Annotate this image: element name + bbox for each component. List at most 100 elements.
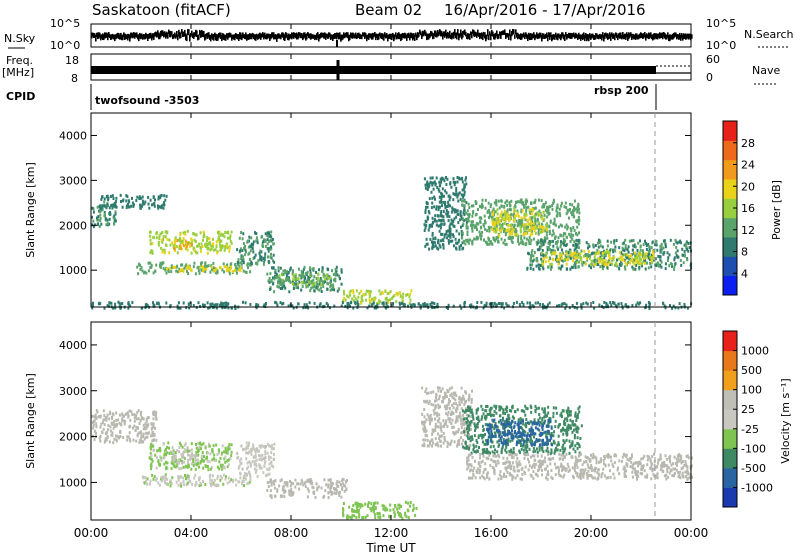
scatter-cell (383, 504, 386, 508)
scatter-cell (199, 231, 202, 235)
scatter-cell (378, 299, 381, 303)
scatter-cell (443, 233, 446, 237)
scatter-cell (150, 458, 153, 461)
nsky-sample (616, 33, 618, 39)
scatter-cell (151, 249, 154, 253)
scatter-cell (206, 465, 209, 468)
scatter-cell (256, 241, 259, 245)
scatter-cell (437, 208, 440, 212)
scatter-cell (592, 243, 595, 247)
scatter-cell (216, 303, 219, 307)
scatter-cell (533, 258, 536, 262)
scatter-cell (660, 260, 663, 264)
scatter-cell (417, 302, 420, 306)
scatter-cell (549, 267, 552, 271)
scatter-cell (429, 180, 432, 184)
nsky-sample (148, 33, 150, 39)
scatter-cell (306, 487, 309, 491)
scatter-cell (286, 277, 289, 281)
scatter-cell (676, 255, 679, 259)
scatter-cell (243, 253, 246, 257)
nsky-sample (385, 34, 387, 39)
scatter-cell (224, 455, 227, 459)
scatter-cell (329, 489, 332, 493)
scatter-cell (238, 264, 241, 268)
scatter-cell (273, 260, 276, 264)
scatter-cell (536, 211, 539, 215)
scatter-cell (246, 446, 249, 450)
scatter-cell (509, 217, 512, 221)
scatter-cell (489, 240, 492, 244)
scatter-cell (148, 456, 151, 460)
scatter-cell (370, 509, 373, 513)
scatter-cell (529, 229, 532, 233)
scatter-cell (97, 215, 100, 219)
nsky-sample (343, 32, 345, 39)
nsky-sample (562, 32, 564, 37)
scatter-cell (448, 215, 451, 219)
scatter-cell (270, 252, 272, 256)
scatter-cell (657, 261, 659, 265)
scatter-cell (440, 232, 443, 236)
scatter-cell (456, 176, 459, 179)
scatter-cell (113, 437, 116, 441)
scatter-cell (571, 203, 574, 207)
scatter-cell (574, 262, 577, 266)
scatter-cell (195, 443, 197, 446)
scatter-cell (488, 242, 491, 246)
scatter-cell (197, 244, 200, 248)
scatter-cell (448, 420, 451, 424)
scatter-cell (185, 263, 188, 267)
scatter-cell (106, 436, 109, 439)
scatter-cell (182, 483, 185, 487)
nsky-sample (492, 31, 494, 37)
nsky-sample (354, 34, 356, 39)
scatter-cell (182, 237, 185, 240)
scatter-cell (193, 476, 196, 480)
scatter-cell (633, 244, 636, 248)
scatter-cell (514, 233, 517, 237)
scatter-cell (203, 455, 206, 459)
scatter-cell (290, 490, 293, 494)
nsky-sample (563, 34, 565, 40)
scatter-cell (639, 251, 641, 255)
scatter-cell (228, 443, 231, 447)
nsky-sample (247, 34, 249, 40)
nsky-sample (608, 34, 610, 39)
scatter-cell (353, 294, 356, 298)
scatter-cell (253, 467, 256, 471)
scatter-cell (139, 419, 142, 422)
nsky-sample (488, 34, 490, 41)
scatter-cell (444, 422, 447, 426)
scatter-cell (599, 240, 602, 244)
scatter-cell (545, 226, 548, 230)
scatter-cell (244, 301, 247, 305)
nsky-sample (201, 29, 203, 37)
scatter-cell (115, 418, 118, 422)
scatter-cell (99, 219, 102, 223)
scatter-cell (221, 246, 224, 250)
scatter-cell (268, 462, 271, 466)
scatter-cell (424, 244, 427, 248)
scatter-cell (529, 211, 532, 215)
scatter-cell (527, 222, 530, 226)
scatter-cell (250, 447, 253, 451)
nsky-tick-hi: 10^5 (50, 17, 80, 30)
scatter-cell (559, 267, 562, 271)
scatter-cell (525, 226, 528, 230)
scatter-cell (218, 241, 221, 245)
scatter-cell (683, 304, 686, 308)
scatter-cell (654, 243, 657, 247)
scatter-cell (219, 456, 222, 460)
scatter-cell (593, 306, 596, 310)
scatter-cell (332, 273, 335, 277)
scatter-cell (139, 413, 142, 417)
scatter-cell (268, 276, 271, 280)
scatter-cell (345, 480, 347, 484)
scatter-cell (315, 286, 318, 290)
scatter-cell (171, 241, 174, 245)
scatter-cell (472, 223, 475, 227)
scatter-cell (470, 398, 473, 401)
scatter-cell (454, 237, 457, 241)
scatter-cell (155, 417, 158, 421)
